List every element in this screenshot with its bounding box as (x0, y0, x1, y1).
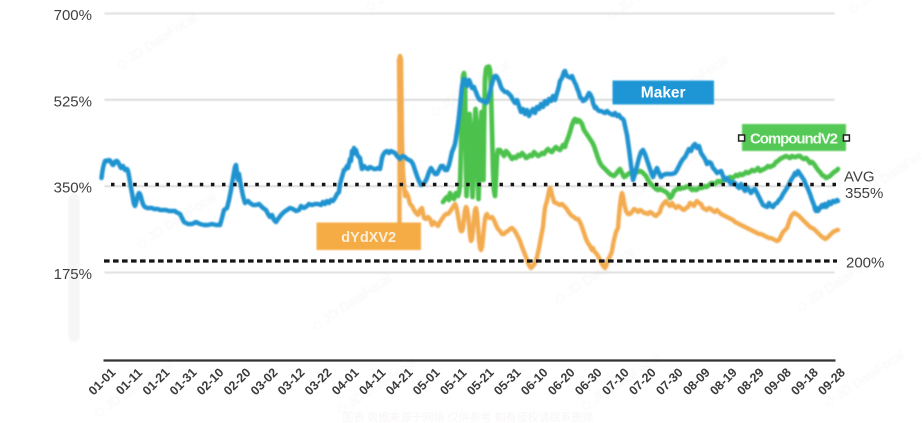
svg-text:07-30: 07-30 (653, 365, 686, 398)
svg-text:07-20: 07-20 (626, 365, 659, 398)
svg-text:350%: 350% (54, 180, 92, 197)
svg-text:09-18: 09-18 (788, 365, 821, 398)
svg-text:CompoundV2: CompoundV2 (750, 131, 838, 148)
svg-text:08-19: 08-19 (707, 365, 740, 398)
svg-text:01-11: 01-11 (113, 366, 145, 398)
svg-text:02-10: 02-10 (194, 365, 227, 398)
svg-text:05-11: 05-11 (437, 366, 469, 398)
svg-text:06-10: 06-10 (518, 365, 551, 398)
svg-text:03-12: 03-12 (275, 365, 308, 398)
svg-text:01-31: 01-31 (167, 365, 200, 398)
svg-text:04-11: 04-11 (356, 366, 388, 398)
svg-text:05-01: 05-01 (410, 365, 443, 398)
svg-text:700%: 700% (54, 7, 92, 24)
svg-text:175%: 175% (54, 266, 92, 283)
svg-text:09-08: 09-08 (761, 365, 794, 398)
svg-text:01-01: 01-01 (86, 365, 119, 398)
svg-text:06-30: 06-30 (572, 365, 605, 398)
svg-text:200%: 200% (846, 255, 884, 272)
svg-text:01-21: 01-21 (140, 365, 173, 398)
svg-text:08-29: 08-29 (734, 365, 767, 398)
svg-text:图表 数据来源于网络 仅供参考 如有侵权请联系删除: 图表 数据来源于网络 仅供参考 如有侵权请联系删除 (342, 410, 593, 423)
svg-text:dYdXV2: dYdXV2 (341, 230, 396, 246)
svg-text:05-31: 05-31 (491, 365, 524, 398)
svg-text:06-20: 06-20 (545, 365, 578, 398)
svg-text:08-09: 08-09 (680, 365, 713, 398)
svg-text:02-20: 02-20 (221, 365, 254, 398)
svg-text:07-10: 07-10 (599, 365, 632, 398)
svg-text:AVG: AVG (844, 169, 875, 186)
svg-text:09-28: 09-28 (815, 365, 848, 398)
svg-text:03-22: 03-22 (302, 365, 335, 398)
svg-text:04-21: 04-21 (383, 365, 416, 398)
svg-text:04-01: 04-01 (329, 365, 362, 398)
svg-text:525%: 525% (54, 93, 92, 110)
svg-text:05-21: 05-21 (464, 365, 497, 398)
svg-text:03-02: 03-02 (248, 365, 281, 398)
svg-text:Maker: Maker (641, 85, 686, 102)
svg-text:355%: 355% (845, 185, 883, 202)
